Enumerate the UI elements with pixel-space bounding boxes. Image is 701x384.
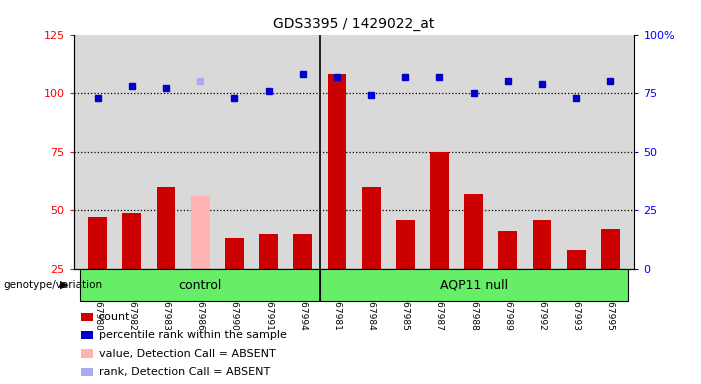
Bar <box>156 187 175 269</box>
Bar <box>225 238 244 269</box>
Bar <box>567 250 585 269</box>
Bar <box>498 231 517 269</box>
Bar <box>430 152 449 269</box>
Text: percentile rank within the sample: percentile rank within the sample <box>99 330 287 340</box>
Text: count: count <box>99 312 130 322</box>
Bar <box>123 213 141 269</box>
Title: GDS3395 / 1429022_at: GDS3395 / 1429022_at <box>273 17 435 31</box>
Bar <box>81 269 320 301</box>
Bar <box>191 196 210 269</box>
Bar <box>362 187 381 269</box>
Bar <box>396 220 415 269</box>
Text: ▶: ▶ <box>60 280 69 290</box>
Text: value, Detection Call = ABSENT: value, Detection Call = ABSENT <box>99 349 275 359</box>
Bar <box>533 220 552 269</box>
Bar <box>320 269 627 301</box>
Text: rank, Detection Call = ABSENT: rank, Detection Call = ABSENT <box>99 367 270 377</box>
Text: genotype/variation: genotype/variation <box>4 280 102 290</box>
Text: AQP11 null: AQP11 null <box>440 279 508 291</box>
Bar <box>259 233 278 269</box>
Bar <box>293 233 312 269</box>
Bar <box>464 194 483 269</box>
Bar <box>601 229 620 269</box>
Bar <box>88 217 107 269</box>
Bar <box>327 74 346 269</box>
Text: control: control <box>179 279 222 291</box>
